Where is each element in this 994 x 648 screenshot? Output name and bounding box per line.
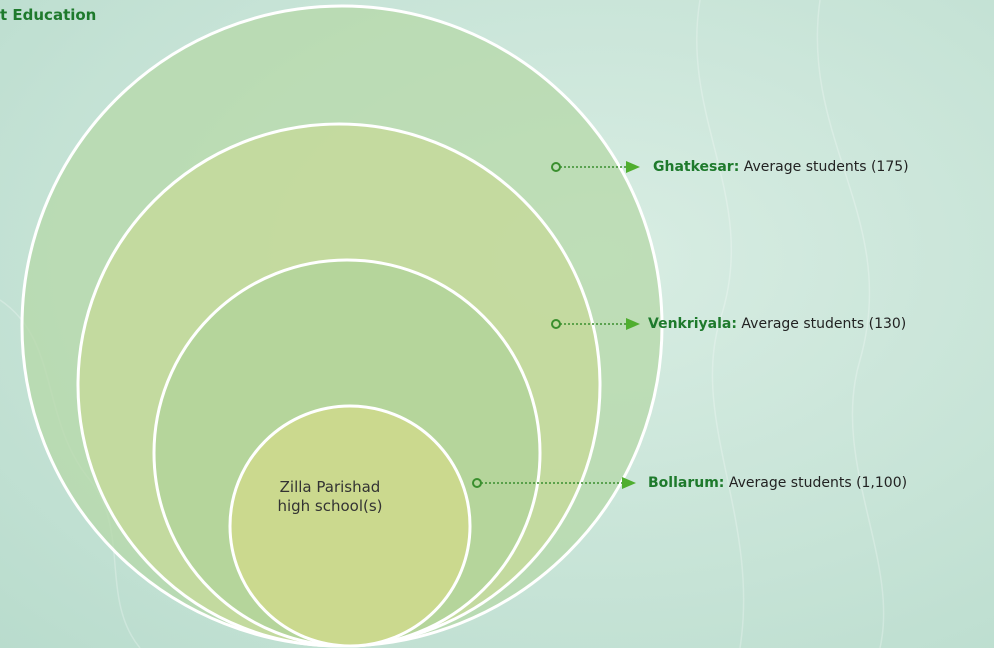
ring-text: Average students (130) <box>741 316 907 332</box>
ring-text: Average students (175) <box>743 159 909 175</box>
ring-label: Bollarum: Average students (1,100) <box>648 475 907 491</box>
ring-center <box>228 404 472 648</box>
title: t Education <box>0 6 97 24</box>
ring-name: Venkriyala: <box>648 316 737 332</box>
ring-name: Bollarum: <box>648 475 725 491</box>
connectors <box>472 161 640 489</box>
center-label: Zilla Parishad high school(s) <box>277 478 383 515</box>
ring-text: Average students (1,100) <box>728 475 908 491</box>
ring-name: Ghatkesar: <box>653 159 740 175</box>
ring-label: Ghatkesar: Average students (175) <box>653 159 909 175</box>
ring-label: Venkriyala: Average students (130) <box>648 316 906 332</box>
